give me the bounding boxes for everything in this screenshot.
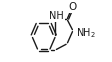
Text: NH: NH <box>49 11 64 21</box>
Text: O: O <box>68 2 76 12</box>
Text: NH$_2$: NH$_2$ <box>75 26 95 40</box>
